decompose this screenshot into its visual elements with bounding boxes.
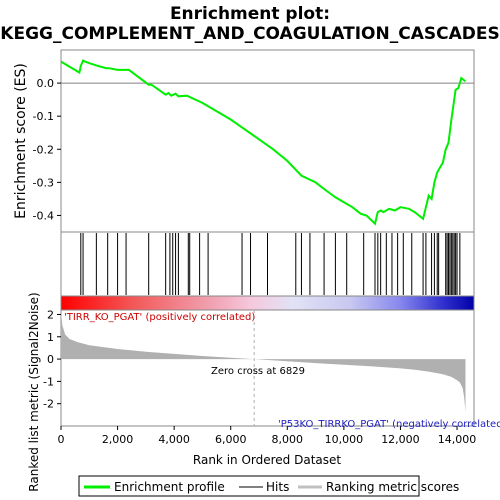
es-y-axis-label: Enrichment score (ES) — [13, 63, 29, 219]
metric-y-tick-label: 1 — [47, 331, 54, 344]
x-tick-label: 6,000 — [215, 433, 247, 446]
metric-y-tick-label: 0 — [47, 353, 54, 366]
x-tick-label: 14,000 — [438, 433, 477, 446]
metric-y-axis-label: Ranked list metric (Signal2Noise) — [27, 292, 41, 491]
es-y-tick-label: -0.4 — [33, 209, 54, 222]
x-tick-label: 10,000 — [325, 433, 364, 446]
x-axis-label: Rank in Ordered Dataset — [193, 453, 341, 467]
metric-y-ticks: 2 1 0 -1 -2 — [43, 308, 61, 411]
legend: Enrichment profile Hits Ranking metric s… — [78, 475, 459, 497]
x-ticks: 0 2,000 4,000 6,000 8,000 10,000 12,000 14,000 — [58, 426, 477, 446]
ranking-metric-area — [61, 312, 466, 412]
es-y-tick-label: -0.3 — [33, 176, 54, 189]
x-tick-label: 4,000 — [158, 433, 190, 446]
x-tick-label: 8,000 — [272, 433, 304, 446]
legend-metric-label: Ranking metric scores — [326, 480, 459, 494]
legend-enrichment-label: Enrichment profile — [114, 480, 225, 494]
legend-hits-label: Hits — [266, 480, 289, 494]
rank-color-bar — [60, 295, 475, 311]
x-tick-label: 2,000 — [102, 433, 134, 446]
x-tick-label: 0 — [58, 433, 65, 446]
es-y-ticks: 0.0 -0.1 -0.2 -0.3 -0.4 — [33, 77, 61, 222]
es-y-tick-label: 0.0 — [37, 77, 55, 90]
es-panel — [60, 49, 475, 233]
x-tick-label: 12,000 — [381, 433, 420, 446]
chart-title-line2: KEGG_COMPLEMENT_AND_COAGULATION_CASCADES — [0, 24, 500, 44]
es-y-tick-label: -0.1 — [33, 110, 54, 123]
negative-label: 'P53KO_TIRRKO_PGAT' (negatively correlat… — [278, 419, 500, 430]
hit-markers — [80, 233, 461, 295]
metric-y-tick-label: -1 — [43, 375, 54, 388]
zero-cross-label: Zero cross at 6829 — [211, 366, 305, 377]
metric-y-tick-label: 2 — [47, 308, 54, 321]
enrichment-profile-line — [60, 59, 467, 226]
metric-y-tick-label: -2 — [43, 398, 54, 411]
es-y-tick-label: -0.2 — [33, 143, 54, 156]
positive-label: 'TIRR_KO_PGAT' (positively correlated) — [64, 312, 255, 323]
chart-title-line1: Enrichment plot: — [169, 4, 331, 24]
